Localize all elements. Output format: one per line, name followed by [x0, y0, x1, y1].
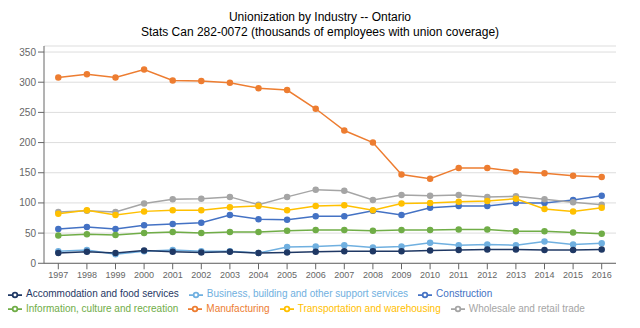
svg-text:2010: 2010 [420, 270, 440, 280]
svg-text:2009: 2009 [391, 270, 411, 280]
svg-text:2001: 2001 [163, 270, 183, 280]
svg-text:100: 100 [19, 197, 36, 208]
svg-text:2013: 2013 [506, 270, 526, 280]
svg-text:350: 350 [19, 47, 36, 58]
svg-text:2011: 2011 [449, 270, 468, 280]
html-text:Stats Can 282-0072 (thousands: Stats Can 282-0072 (thousands of employe… [140, 25, 500, 39]
html-text:Construction: Construction [436, 288, 493, 300]
svg-text:2003: 2003 [220, 270, 240, 280]
svg-text:150: 150 [19, 167, 36, 178]
svg-text:2014: 2014 [534, 270, 554, 280]
svg-text:2012: 2012 [477, 270, 497, 280]
svg-text:1997: 1997 [48, 270, 68, 280]
svg-text:2007: 2007 [334, 270, 354, 280]
svg-text:2002: 2002 [191, 270, 211, 280]
svg-text:2016: 2016 [592, 270, 612, 280]
svg-text:2004: 2004 [248, 270, 268, 280]
html-text:Manufacturing: Manufacturing [206, 302, 270, 314]
svg-text:300: 300 [19, 77, 36, 88]
html-text:Wholesale and retail trade: Wholesale and retail trade [468, 302, 585, 314]
svg-text:200: 200 [19, 137, 36, 148]
html-text:Transportation and warehousing: Transportation and warehousing [297, 302, 441, 314]
svg-text:2015: 2015 [563, 270, 583, 280]
svg-text:2006: 2006 [306, 270, 326, 280]
svg-text:2005: 2005 [277, 270, 297, 280]
html-text:Accommodation and food service: Accommodation and food services [26, 288, 179, 300]
svg-text:50: 50 [25, 228, 37, 239]
svg-text:0: 0 [30, 258, 36, 269]
html-text:Information, culture and recre: Information, culture and recreation [26, 302, 179, 314]
svg-text:1998: 1998 [77, 270, 97, 280]
svg-text:250: 250 [19, 107, 36, 118]
html-text:Business, building and other s: Business, building and other support ser… [206, 288, 409, 300]
svg-text:2008: 2008 [363, 270, 383, 280]
html-text:Unionization by Industry -- On: Unionization by Industry -- Ontario [229, 10, 411, 24]
svg-text:1999: 1999 [105, 270, 125, 280]
svg-text:2000: 2000 [134, 270, 154, 280]
